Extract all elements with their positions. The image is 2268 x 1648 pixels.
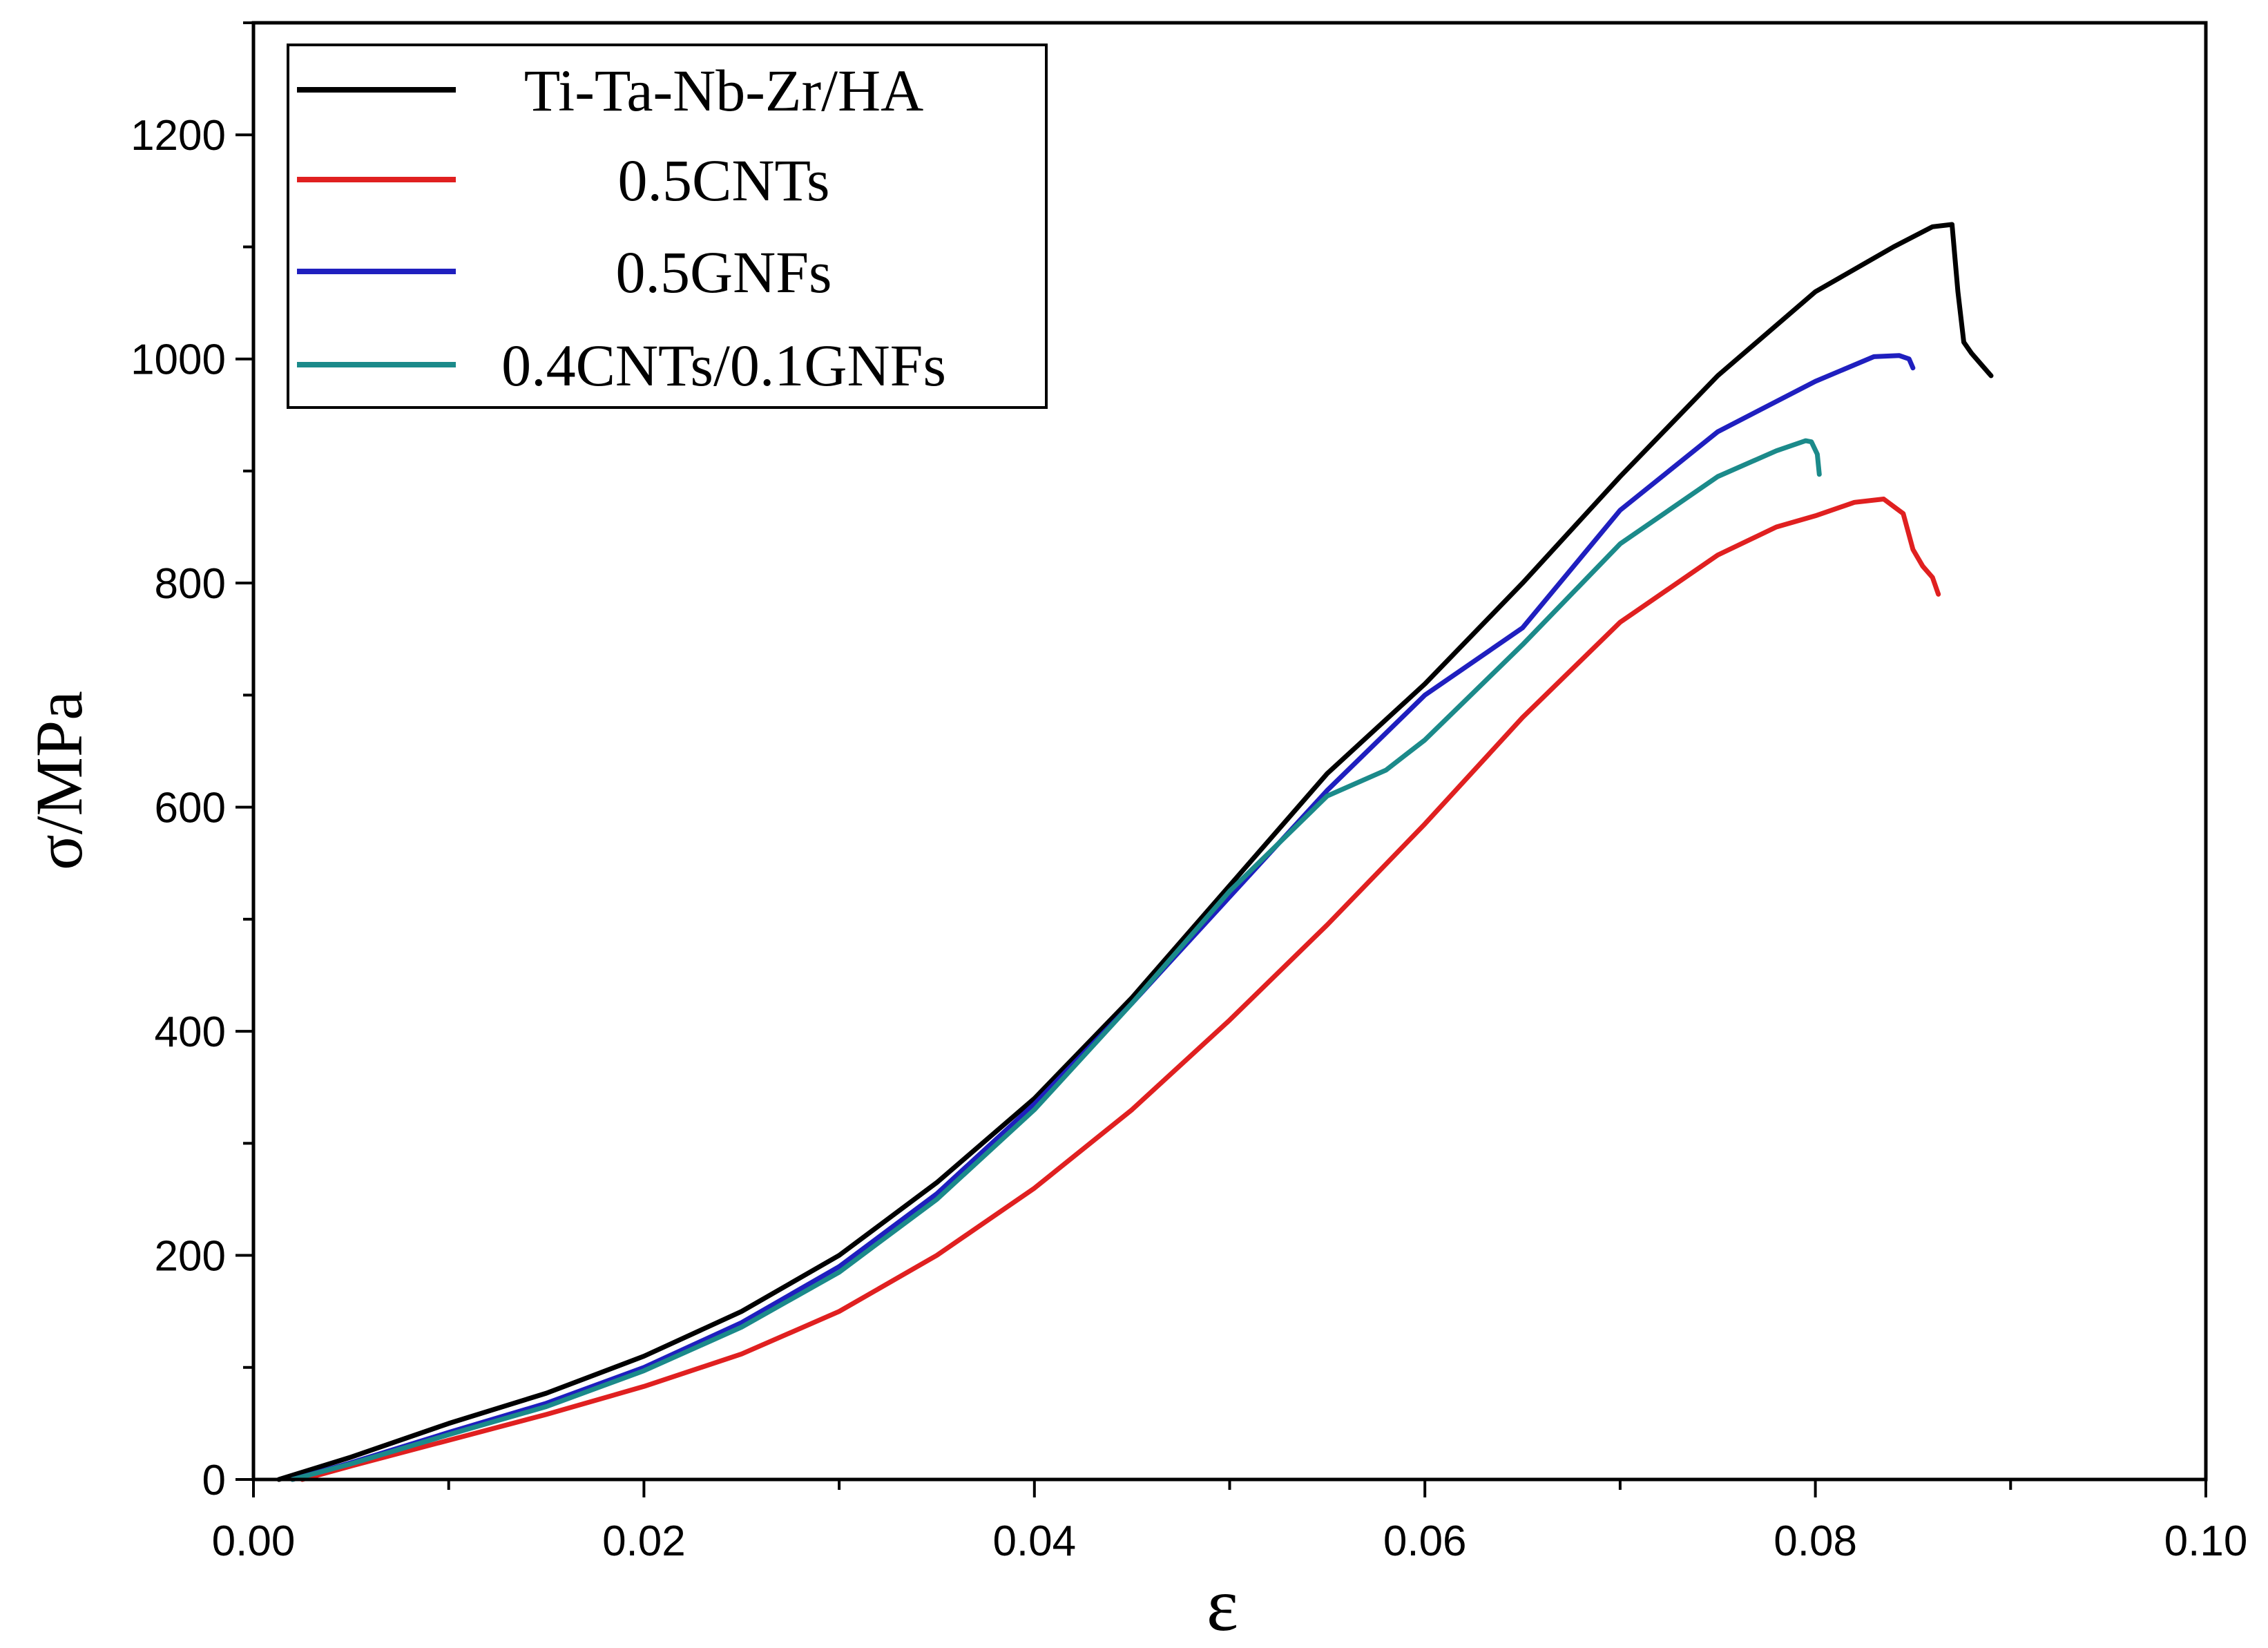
legend-label-2: 0.5CNTs (618, 147, 830, 213)
legend-label-1: Ti-Ta-Nb-Zr/HA (524, 57, 923, 124)
legend-label-3: 0.5GNFs (615, 239, 832, 305)
x-tick-label: 0.04 (992, 1517, 1076, 1565)
x-axis-title: ε (1207, 1562, 1238, 1647)
axis-tick-labels: 0.00 0.02 0.04 0.06 0.08 0.10 0 200 400 600 800 100… (131, 112, 2247, 1565)
y-tick-label: 800 (155, 560, 226, 608)
legend-box (287, 44, 1048, 409)
y-tick-label: 1000 (131, 336, 226, 384)
series-line-2 (300, 497, 1941, 1482)
x-tick-label: 0.10 (2164, 1517, 2248, 1565)
legend-items: Ti-Ta-Nb-Zr/HA 0.5CNTs 0.5GNFs 0.4CNTs/0.1G… (297, 57, 946, 399)
x-tick-label: 0.00 (212, 1517, 296, 1565)
y-tick-label: 1200 (131, 112, 226, 160)
y-tick-label: 400 (155, 1008, 226, 1056)
legend: Ti-Ta-Nb-Zr/HA 0.5CNTs 0.5GNFs 0.4CNTs/0.1G… (287, 44, 1048, 409)
series-line-4 (290, 438, 1822, 1482)
x-tick-label: 0.06 (1383, 1517, 1467, 1565)
x-tick-label: 0.08 (1774, 1517, 1857, 1565)
y-tick-label: 200 (155, 1233, 226, 1281)
y-axis-title: σ/MPa (22, 691, 96, 870)
x-tick-label: 0.02 (602, 1517, 686, 1565)
y-tick-label: 0 (202, 1457, 226, 1504)
legend-label-4: 0.4CNTs/0.1GNFs (501, 332, 946, 399)
plot-lines (276, 222, 1994, 1482)
axis-ticks (236, 21, 2207, 1497)
y-tick-label: 600 (155, 785, 226, 832)
series-line-1 (276, 222, 1994, 1482)
series-line-3 (290, 353, 1916, 1482)
